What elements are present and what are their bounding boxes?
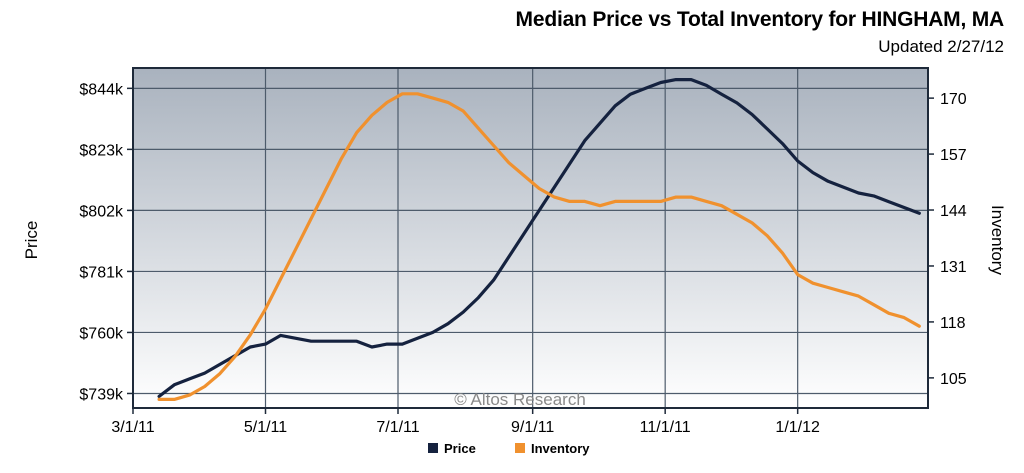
series-lines xyxy=(157,77,921,401)
x-tick-label: 3/1/11 xyxy=(111,419,154,436)
right-axis-ticks: 105 118 131 144 157 170 xyxy=(928,91,967,388)
legend-label-inventory: Inventory xyxy=(531,441,590,456)
updated-date: Updated 2/27/12 xyxy=(878,37,1004,56)
watermark: © Altos Research xyxy=(454,390,586,409)
y-left-tick-label: $760k xyxy=(79,325,124,342)
y-right-tick-label: 105 xyxy=(940,371,967,388)
legend-swatch-inventory xyxy=(515,443,525,453)
x-tick-label: 9/1/11 xyxy=(511,419,554,436)
y-right-tick-label: 170 xyxy=(940,91,967,108)
y-right-tick-label: 118 xyxy=(940,315,966,332)
y-right-tick-label: 144 xyxy=(940,203,967,220)
y-left-tick-label: $802k xyxy=(79,203,124,220)
y-left-tick-label: $844k xyxy=(79,81,124,98)
price-series-line xyxy=(157,77,921,398)
right-axis-label: Inventory xyxy=(988,205,1007,275)
x-tick-label: 5/1/11 xyxy=(244,419,287,436)
x-tick-label: 7/1/11 xyxy=(376,419,419,436)
left-axis-label: Price xyxy=(22,221,41,260)
plot-frame xyxy=(132,67,929,409)
left-axis-ticks: $739k $760k $781k $802k $823k $844k xyxy=(79,81,133,403)
x-tick-label: 1/1/12 xyxy=(775,419,820,436)
y-left-tick-label: $781k xyxy=(79,264,124,281)
x-tick-label: 11/1/11 xyxy=(640,419,691,436)
y-left-tick-label: $739k xyxy=(79,386,124,403)
chart-title: Median Price vs Total Inventory for HING… xyxy=(515,8,1005,31)
legend: Price Inventory xyxy=(428,441,590,456)
legend-swatch-price xyxy=(428,443,438,453)
plot-background xyxy=(133,68,928,408)
inventory-series-line xyxy=(157,92,921,401)
x-axis-ticks: 3/1/11 5/1/11 7/1/11 9/1/11 11/1/11 1/1/12 xyxy=(111,408,820,436)
y-right-tick-label: 131 xyxy=(940,259,967,276)
legend-label-price: Price xyxy=(444,441,476,456)
y-right-tick-label: 157 xyxy=(940,147,967,164)
y-left-tick-label: $823k xyxy=(79,142,124,159)
